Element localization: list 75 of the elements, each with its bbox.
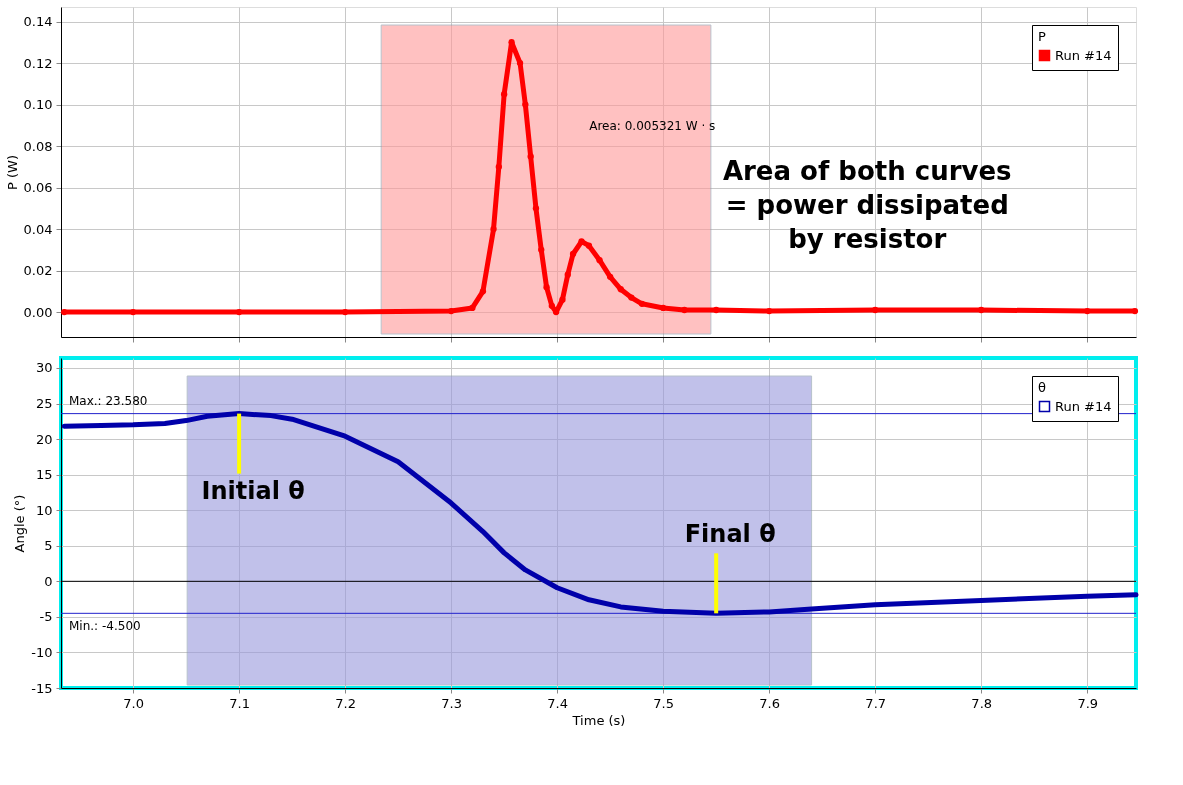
y-tick-label: 0.08 xyxy=(23,138,53,154)
point xyxy=(538,246,545,253)
point xyxy=(516,59,524,67)
point xyxy=(469,304,476,312)
y-tick-label: 10 xyxy=(35,502,53,518)
x-tick-label: 7.7 xyxy=(865,695,887,711)
x-tick-label: 7.1 xyxy=(229,695,250,711)
point xyxy=(235,308,243,316)
x-axis-title: Time (s) xyxy=(571,712,626,728)
point xyxy=(500,91,508,98)
y-axis-title: Angle (°) xyxy=(12,494,28,553)
point xyxy=(548,302,556,310)
point xyxy=(681,306,688,314)
point xyxy=(495,163,503,170)
x-tick-label: 7.3 xyxy=(441,695,462,711)
ref-line-label: Max.: 23.580 xyxy=(69,393,148,408)
y-tick-label: 15 xyxy=(35,467,53,483)
point xyxy=(766,307,773,315)
point xyxy=(872,306,879,314)
point xyxy=(713,306,720,314)
annotation: Final θ xyxy=(684,520,776,549)
point xyxy=(129,308,137,316)
legend-title: P xyxy=(1038,29,1046,44)
annotation: Area of both curves = power dissipated by resistor xyxy=(722,156,1012,254)
y-tick-label: 0.04 xyxy=(23,221,53,237)
point xyxy=(543,284,550,291)
y-tick-label: 5 xyxy=(44,538,53,554)
point xyxy=(585,242,593,249)
point xyxy=(1084,307,1091,315)
x-tick-label: 7.4 xyxy=(547,695,568,711)
point xyxy=(490,225,497,233)
point xyxy=(564,271,571,278)
y-tick-label: -5 xyxy=(39,609,53,625)
x-tick-label: 7.8 xyxy=(971,695,993,711)
legend-title: θ xyxy=(1038,380,1046,395)
point xyxy=(638,300,646,307)
x-tick-label: 7.0 xyxy=(123,695,144,711)
y-tick-label: 0.06 xyxy=(23,180,53,196)
point xyxy=(559,296,566,303)
y-tick-label: 30 xyxy=(35,360,53,376)
y-tick-label: 0.10 xyxy=(23,97,53,113)
point xyxy=(341,308,349,316)
y-tick-label: 0.14 xyxy=(23,14,53,30)
y-tick-label: 0.02 xyxy=(23,263,53,279)
point xyxy=(1131,307,1139,315)
point xyxy=(569,250,577,258)
point xyxy=(522,101,529,108)
y-tick-label: 0.00 xyxy=(23,304,53,320)
legend-label: Run #14 xyxy=(1055,47,1112,63)
point xyxy=(978,306,985,314)
x-tick-label: 7.5 xyxy=(653,695,675,711)
y-tick-label: -15 xyxy=(31,680,53,696)
x-tick-label: 7.2 xyxy=(335,695,356,711)
legend-label: Run #14 xyxy=(1055,398,1112,414)
ref-line-label: Min.: -4.500 xyxy=(69,619,141,634)
point xyxy=(628,294,635,301)
x-tick-label: 7.6 xyxy=(759,695,781,711)
point xyxy=(532,205,540,212)
annotation: Area: 0.005321 W · s xyxy=(589,118,716,133)
annotation: Initial θ xyxy=(201,476,305,505)
point xyxy=(607,273,614,280)
y-tick-label: 0 xyxy=(44,573,53,589)
point xyxy=(527,153,534,160)
point xyxy=(479,288,487,295)
point xyxy=(447,307,455,315)
point xyxy=(660,304,667,312)
point xyxy=(617,286,624,293)
point xyxy=(61,308,68,316)
y-axis-title: P (W) xyxy=(4,155,20,190)
y-tick-label: -10 xyxy=(31,644,53,660)
x-tick-label: 7.9 xyxy=(1077,695,1099,711)
point xyxy=(596,257,603,264)
y-tick-label: 25 xyxy=(35,396,53,412)
y-tick-label: 20 xyxy=(35,431,53,447)
y-tick-label: 0.12 xyxy=(23,55,53,71)
